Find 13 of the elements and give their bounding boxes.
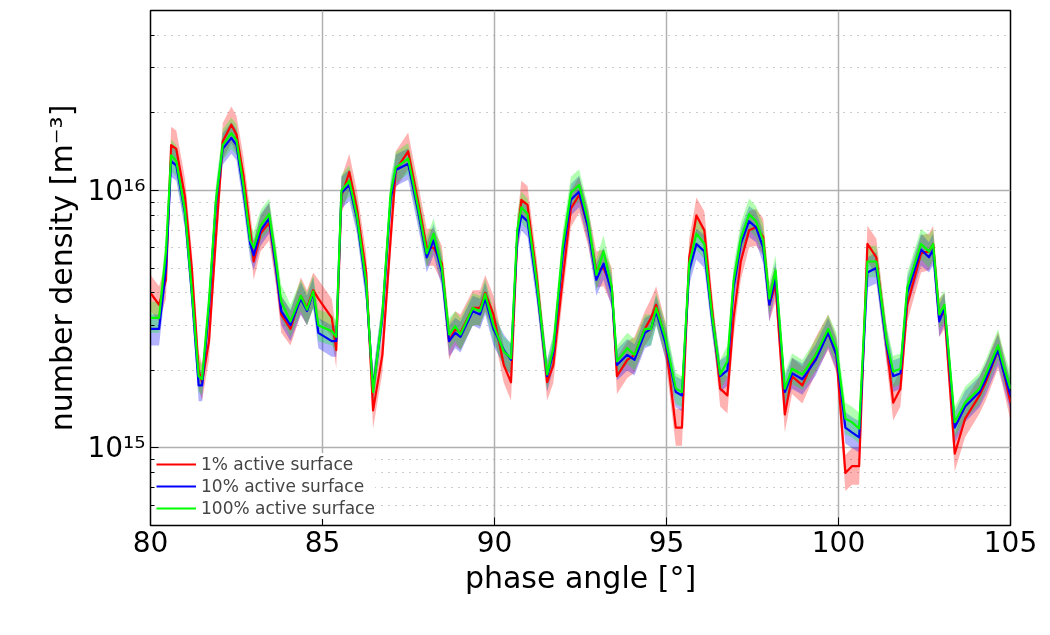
x-tick-label: 100	[811, 525, 866, 559]
x-tick-label: 105	[983, 525, 1038, 559]
x-tick-label: 85	[304, 525, 341, 559]
x-axis-title: phase angle [°]	[464, 559, 697, 595]
y-tick-label: 10¹⁶	[87, 173, 146, 207]
x-tick-label: 95	[648, 525, 685, 559]
x-tick-label: 80	[132, 525, 169, 559]
legend-label: 1% active surface	[201, 453, 354, 475]
legend-label: 100% active surface	[201, 497, 375, 519]
x-tick-label: 90	[476, 525, 513, 559]
legend-label: 10% active surface	[201, 475, 365, 497]
y-axis-title: number density [m⁻³]	[44, 104, 80, 432]
y-tick-label: 10¹⁵	[87, 431, 146, 465]
